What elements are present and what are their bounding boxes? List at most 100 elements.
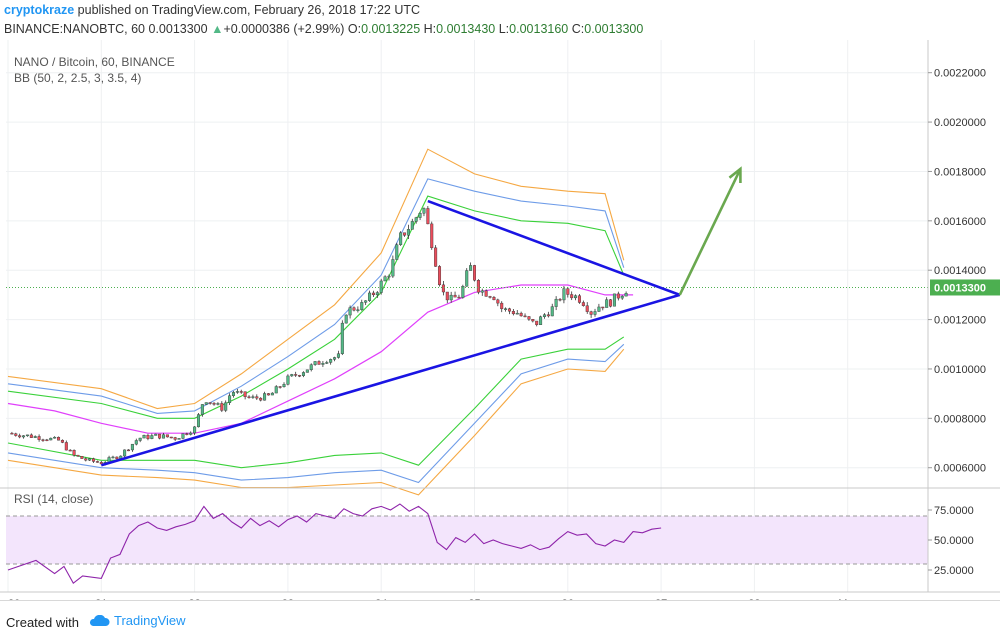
price-tick-label: 0.0012000: [934, 315, 986, 327]
bollinger-bands: [7, 148, 634, 496]
candle-down: [546, 314, 550, 317]
author-link[interactable]: cryptokraze: [4, 3, 75, 17]
candle-up: [597, 306, 601, 312]
candle-up: [325, 362, 329, 364]
candle-down: [80, 456, 84, 459]
rsi-line: [7, 503, 662, 585]
grid-lines: [6, 40, 928, 592]
candle-down: [45, 439, 49, 442]
candle-down: [127, 449, 131, 452]
low-value: 0.0013160: [509, 22, 569, 36]
candle-down: [37, 436, 41, 440]
candle-down: [10, 432, 14, 435]
price-chart[interactable]: 0.0013300 0.00060000.00080000.00100000.0…: [0, 40, 1000, 600]
candle-up: [360, 302, 364, 310]
candle-up: [391, 259, 395, 277]
candle-up: [321, 362, 325, 365]
rsi-tick-label: 50.0000: [934, 535, 974, 547]
candle-up: [150, 435, 154, 439]
bb-lower-band-2.5: [7, 343, 625, 484]
open-label: O:: [347, 22, 362, 36]
low-label: L:: [498, 22, 510, 36]
candle-down: [570, 294, 574, 299]
candle-down: [169, 436, 173, 439]
candle-down: [371, 292, 375, 296]
candle-down: [581, 302, 585, 306]
candle-down: [352, 307, 356, 311]
candle-up: [539, 316, 543, 325]
open-value: 0.0013225: [361, 22, 421, 36]
candle-up: [111, 456, 115, 459]
candle-down: [577, 295, 581, 303]
current-price-label-bg: [930, 279, 1000, 296]
candle-up: [224, 402, 228, 411]
candle-up: [387, 275, 391, 278]
rsi-legend: RSI (14, close): [14, 492, 93, 506]
change-value: +0.0000386 (+2.99%): [223, 22, 345, 36]
candle-up: [142, 435, 146, 439]
bb-legend: BB (50, 2, 2.5, 3, 3.5, 4): [14, 71, 141, 85]
candle-up: [270, 392, 274, 396]
candle-up: [379, 280, 383, 293]
candle-down: [158, 433, 162, 439]
candle-down: [72, 449, 76, 456]
bb-upper-band-2.5: [7, 178, 625, 414]
candle-up: [624, 293, 628, 297]
axes: 0.0006000 0.0008000 0.0010000 0.0012000 0.00…: [0, 40, 1000, 600]
candle-down: [243, 391, 247, 398]
candle-up: [574, 295, 578, 299]
time-tick-label: 22: [188, 598, 200, 600]
candle-up: [336, 353, 340, 358]
triangle-upper-trendline: [427, 199, 681, 297]
trendline-drawings[interactable]: [100, 166, 742, 467]
candle-up: [368, 292, 372, 301]
candle-down: [115, 456, 119, 460]
triangle-lower-trendline: [100, 293, 681, 467]
candle-up: [53, 436, 57, 439]
candle-down: [438, 266, 442, 286]
candle-up: [204, 402, 208, 405]
close-label: C:: [571, 22, 585, 36]
candle-up: [550, 306, 554, 317]
candle-down: [76, 454, 80, 457]
quote-line: BINANCE:NANOBTC, 60 0.0013300 ▲+0.000038…: [4, 22, 643, 36]
candle-down: [589, 311, 593, 315]
candle-up: [515, 312, 519, 315]
candle-down: [426, 208, 430, 225]
candle-down: [500, 302, 504, 310]
candle-up: [200, 404, 204, 415]
created-with-label: Created with: [6, 615, 79, 630]
candlestick-series: [10, 206, 628, 466]
candle-down: [68, 449, 72, 452]
candle-up: [333, 357, 337, 360]
candle-down: [266, 393, 270, 396]
candle-up: [22, 435, 26, 438]
candle-up: [480, 290, 484, 293]
candle-down: [441, 284, 445, 293]
candle-down: [208, 402, 212, 404]
price-tick-label: 0.0022000: [934, 68, 986, 80]
candle-up: [286, 375, 290, 385]
candle-up: [562, 288, 566, 301]
candle-up: [25, 434, 29, 437]
close-value: 0.0013300: [584, 22, 644, 36]
rsi-tick-label: 75.0000: [934, 505, 974, 517]
candle-down: [60, 439, 64, 443]
candle-up: [469, 265, 473, 271]
candle-up: [461, 286, 465, 298]
candle-down: [507, 308, 511, 312]
chart-title: NANO / Bitcoin, 60, BINANCE: [14, 55, 175, 69]
candle-down: [457, 296, 461, 299]
change-arrow-icon: ▲: [211, 22, 224, 36]
bb-lower-band-3: [7, 348, 625, 496]
high-label: H:: [423, 22, 437, 36]
candle-up: [231, 392, 235, 396]
candle-up: [348, 307, 352, 316]
candle-down: [566, 288, 570, 295]
candle-down: [430, 223, 434, 249]
candle-down: [453, 294, 457, 298]
candle-down: [317, 361, 321, 365]
candle-up: [130, 443, 134, 451]
tradingview-link[interactable]: TradingView: [88, 613, 186, 628]
candle-up: [344, 314, 348, 324]
